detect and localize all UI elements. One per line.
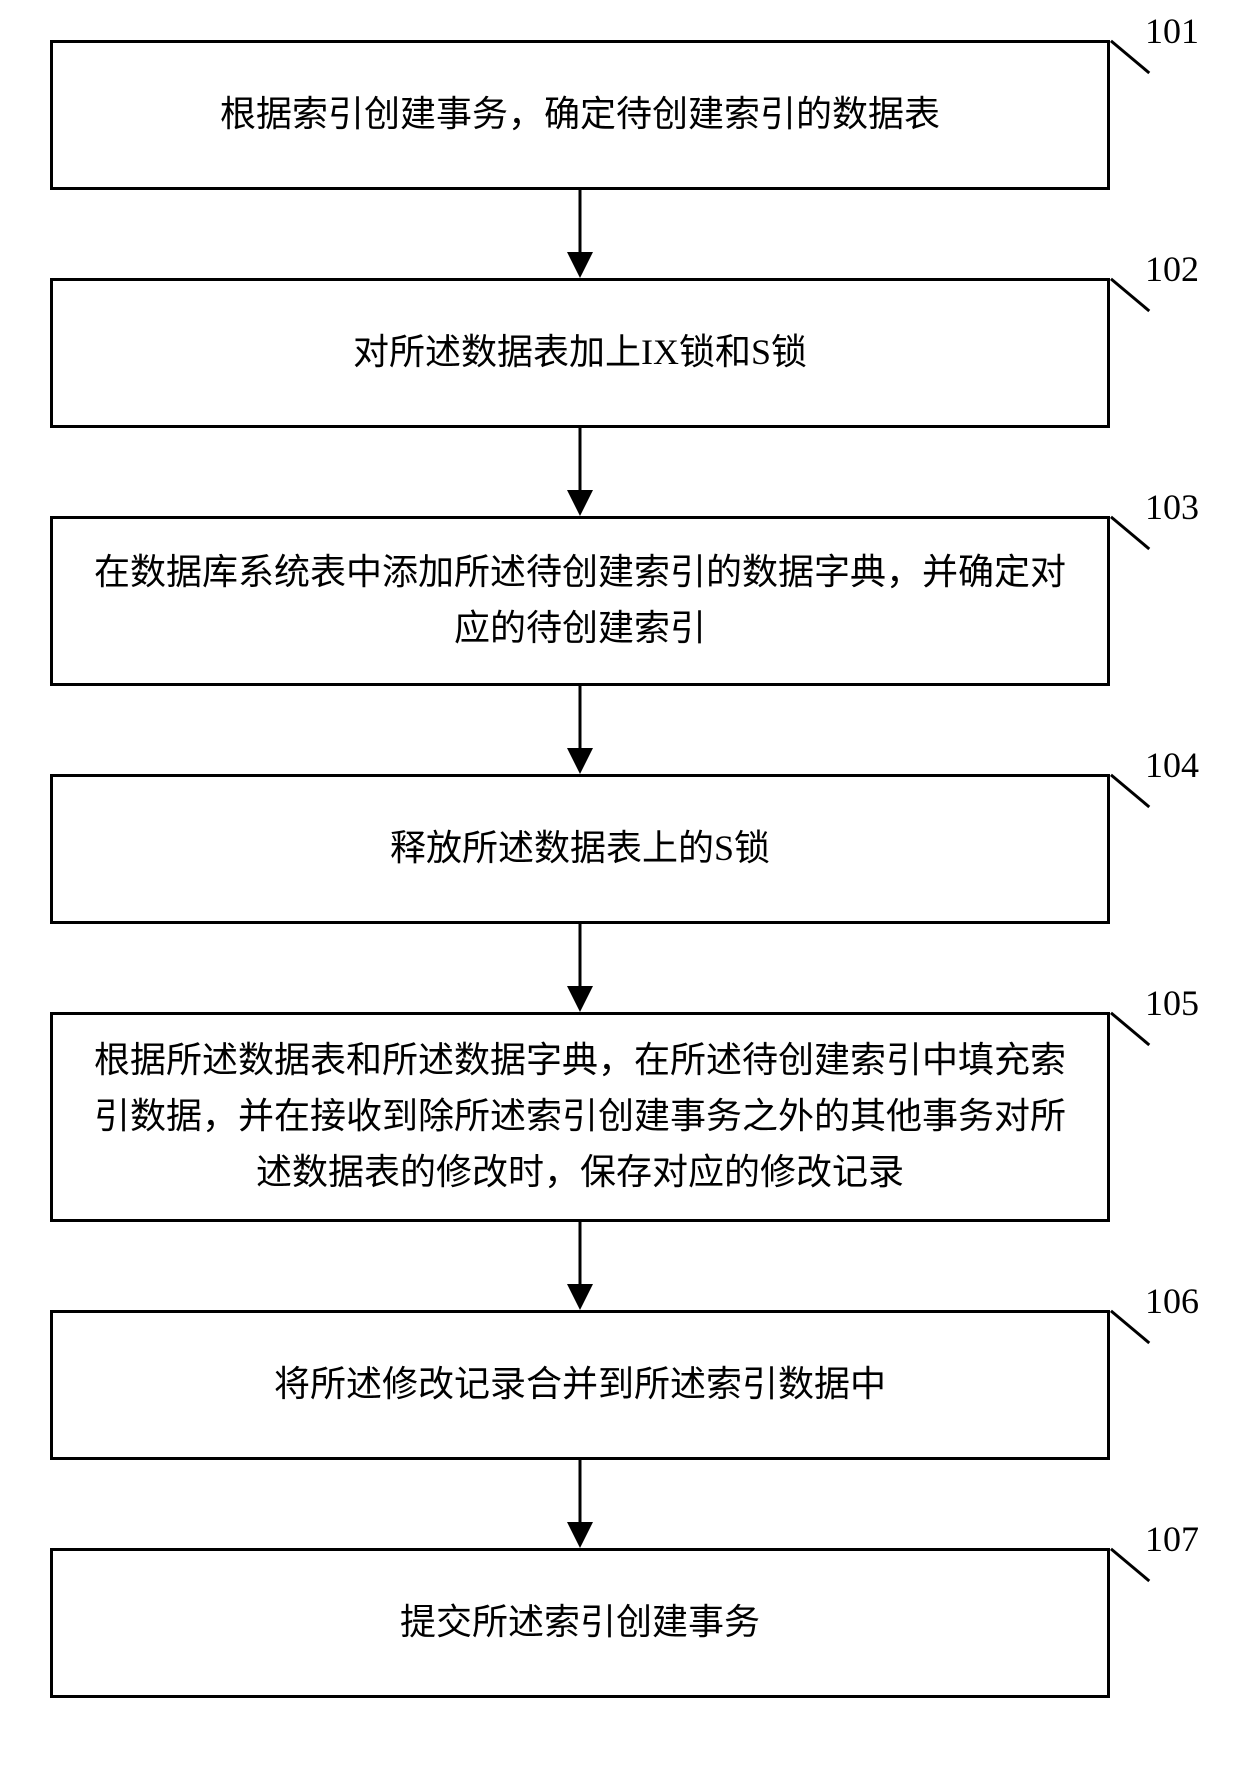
flow-step-text: 对所述数据表加上IX锁和S锁 xyxy=(325,325,835,381)
flow-step-106: 将所述修改记录合并到所述索引数据中 xyxy=(50,1310,1110,1460)
flow-step-label: 103 xyxy=(1145,486,1199,528)
flow-step-text: 根据索引创建事务，确定待创建索引的数据表 xyxy=(192,87,968,143)
flow-arrow xyxy=(579,924,582,986)
arrow-head-icon xyxy=(567,986,593,1012)
flow-step-103: 在数据库系统表中添加所述待创建索引的数据字典，并确定对应的待创建索引 xyxy=(50,516,1110,686)
flow-step-104: 释放所述数据表上的S锁 xyxy=(50,774,1110,924)
flow-step-105: 根据所述数据表和所述数据字典，在所述待创建索引中填充索引数据，并在接收到除所述索… xyxy=(50,1012,1110,1222)
flow-arrow xyxy=(579,1460,582,1522)
flow-arrow xyxy=(579,190,582,252)
flow-arrow xyxy=(579,686,582,748)
flow-step-text: 提交所述索引创建事务 xyxy=(372,1595,788,1651)
flow-arrow xyxy=(579,428,582,490)
flow-step-102: 对所述数据表加上IX锁和S锁 xyxy=(50,278,1110,428)
flow-step-label: 107 xyxy=(1145,1518,1199,1560)
flow-step-101: 根据索引创建事务，确定待创建索引的数据表 xyxy=(50,40,1110,190)
flow-step-text: 在数据库系统表中添加所述待创建索引的数据字典，并确定对应的待创建索引 xyxy=(53,545,1107,657)
arrow-head-icon xyxy=(567,1284,593,1310)
flow-step-label: 105 xyxy=(1145,982,1199,1024)
arrow-head-icon xyxy=(567,490,593,516)
flow-step-label: 106 xyxy=(1145,1280,1199,1322)
flow-step-label: 102 xyxy=(1145,248,1199,290)
flow-arrow xyxy=(579,1222,582,1284)
flow-step-text: 将所述修改记录合并到所述索引数据中 xyxy=(246,1357,914,1413)
flow-step-label: 104 xyxy=(1145,744,1199,786)
flow-step-label: 101 xyxy=(1145,10,1199,52)
flow-step-text: 释放所述数据表上的S锁 xyxy=(362,821,798,877)
flow-step-text: 根据所述数据表和所述数据字典，在所述待创建索引中填充索引数据，并在接收到除所述索… xyxy=(53,1033,1107,1200)
arrow-head-icon xyxy=(567,1522,593,1548)
arrow-head-icon xyxy=(567,252,593,278)
arrow-head-icon xyxy=(567,748,593,774)
flow-step-107: 提交所述索引创建事务 xyxy=(50,1548,1110,1698)
